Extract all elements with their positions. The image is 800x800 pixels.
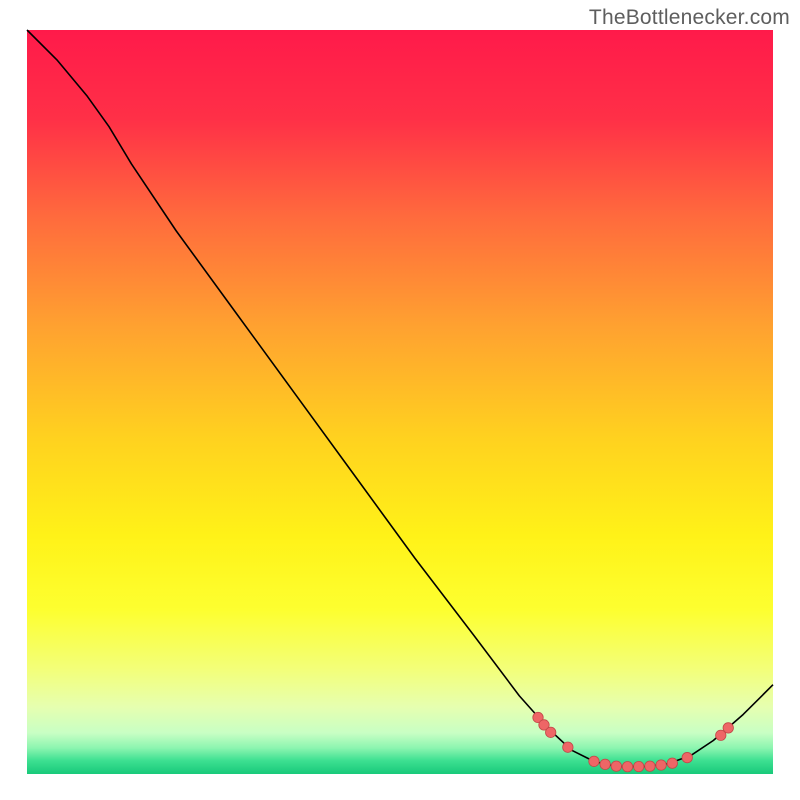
data-marker <box>611 761 621 771</box>
chart-background <box>27 30 773 774</box>
data-marker <box>600 759 610 769</box>
data-marker <box>682 752 692 762</box>
data-marker <box>589 756 599 766</box>
data-marker <box>563 742 573 752</box>
data-marker <box>723 723 733 733</box>
data-marker <box>634 761 644 771</box>
attribution-text: TheBottlenecker.com <box>589 6 790 30</box>
data-marker <box>645 761 655 771</box>
data-marker <box>545 727 555 737</box>
data-marker <box>622 762 632 772</box>
bottleneck-chart: TheBottlenecker.com <box>0 0 800 800</box>
data-marker <box>667 758 677 768</box>
chart-svg <box>0 0 800 800</box>
data-marker <box>656 760 666 770</box>
